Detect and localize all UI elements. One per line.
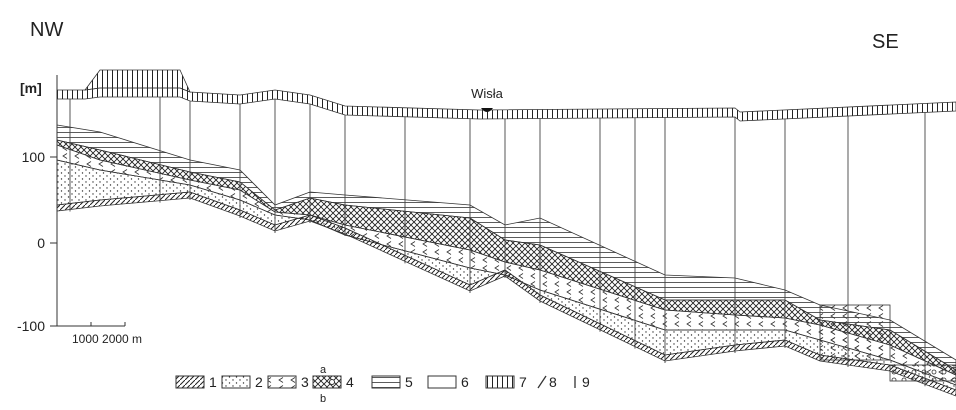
legend-label: 9 (582, 374, 590, 390)
legend-label: 8 (549, 374, 557, 390)
direction-right: SE (872, 31, 899, 53)
axis-unit: [m] (20, 80, 42, 96)
tick-label: 0 (37, 235, 45, 251)
legend-label: 6 (461, 374, 469, 390)
hill (84, 69, 191, 93)
legend-sub: b (320, 393, 326, 405)
layer (819, 304, 891, 361)
scale-label: 1000 2000 m (72, 332, 142, 346)
legend-swatch (312, 375, 342, 389)
geology-layers (56, 69, 956, 397)
legend-swatch (427, 375, 457, 389)
direction-left: NW (30, 19, 63, 41)
legend-sub: a (320, 364, 327, 376)
legend-swatch (485, 375, 515, 389)
legend-swatch (329, 379, 335, 385)
legend-swatch (537, 375, 547, 389)
legend-swatch (221, 375, 251, 389)
legend-label: 7 (519, 374, 527, 390)
layer (56, 191, 956, 397)
legend-label: 3 (301, 374, 309, 390)
legend-swatch (371, 375, 401, 389)
layer (889, 364, 956, 382)
river-marker (481, 108, 493, 112)
legend-swatch (267, 375, 297, 389)
legend-label: 4 (346, 374, 354, 390)
tick-label: 100 (22, 149, 46, 165)
legend-label: 1 (209, 374, 217, 390)
legend-label: 2 (255, 374, 263, 390)
legend-label: 5 (405, 374, 413, 390)
river-label: Wisła (471, 86, 504, 101)
tick-label: -100 (17, 318, 45, 334)
legend: 1 2 3 a b 4 5 6 7 8 9 (175, 364, 590, 405)
legend-swatch (175, 375, 205, 389)
surface-band (56, 87, 956, 122)
